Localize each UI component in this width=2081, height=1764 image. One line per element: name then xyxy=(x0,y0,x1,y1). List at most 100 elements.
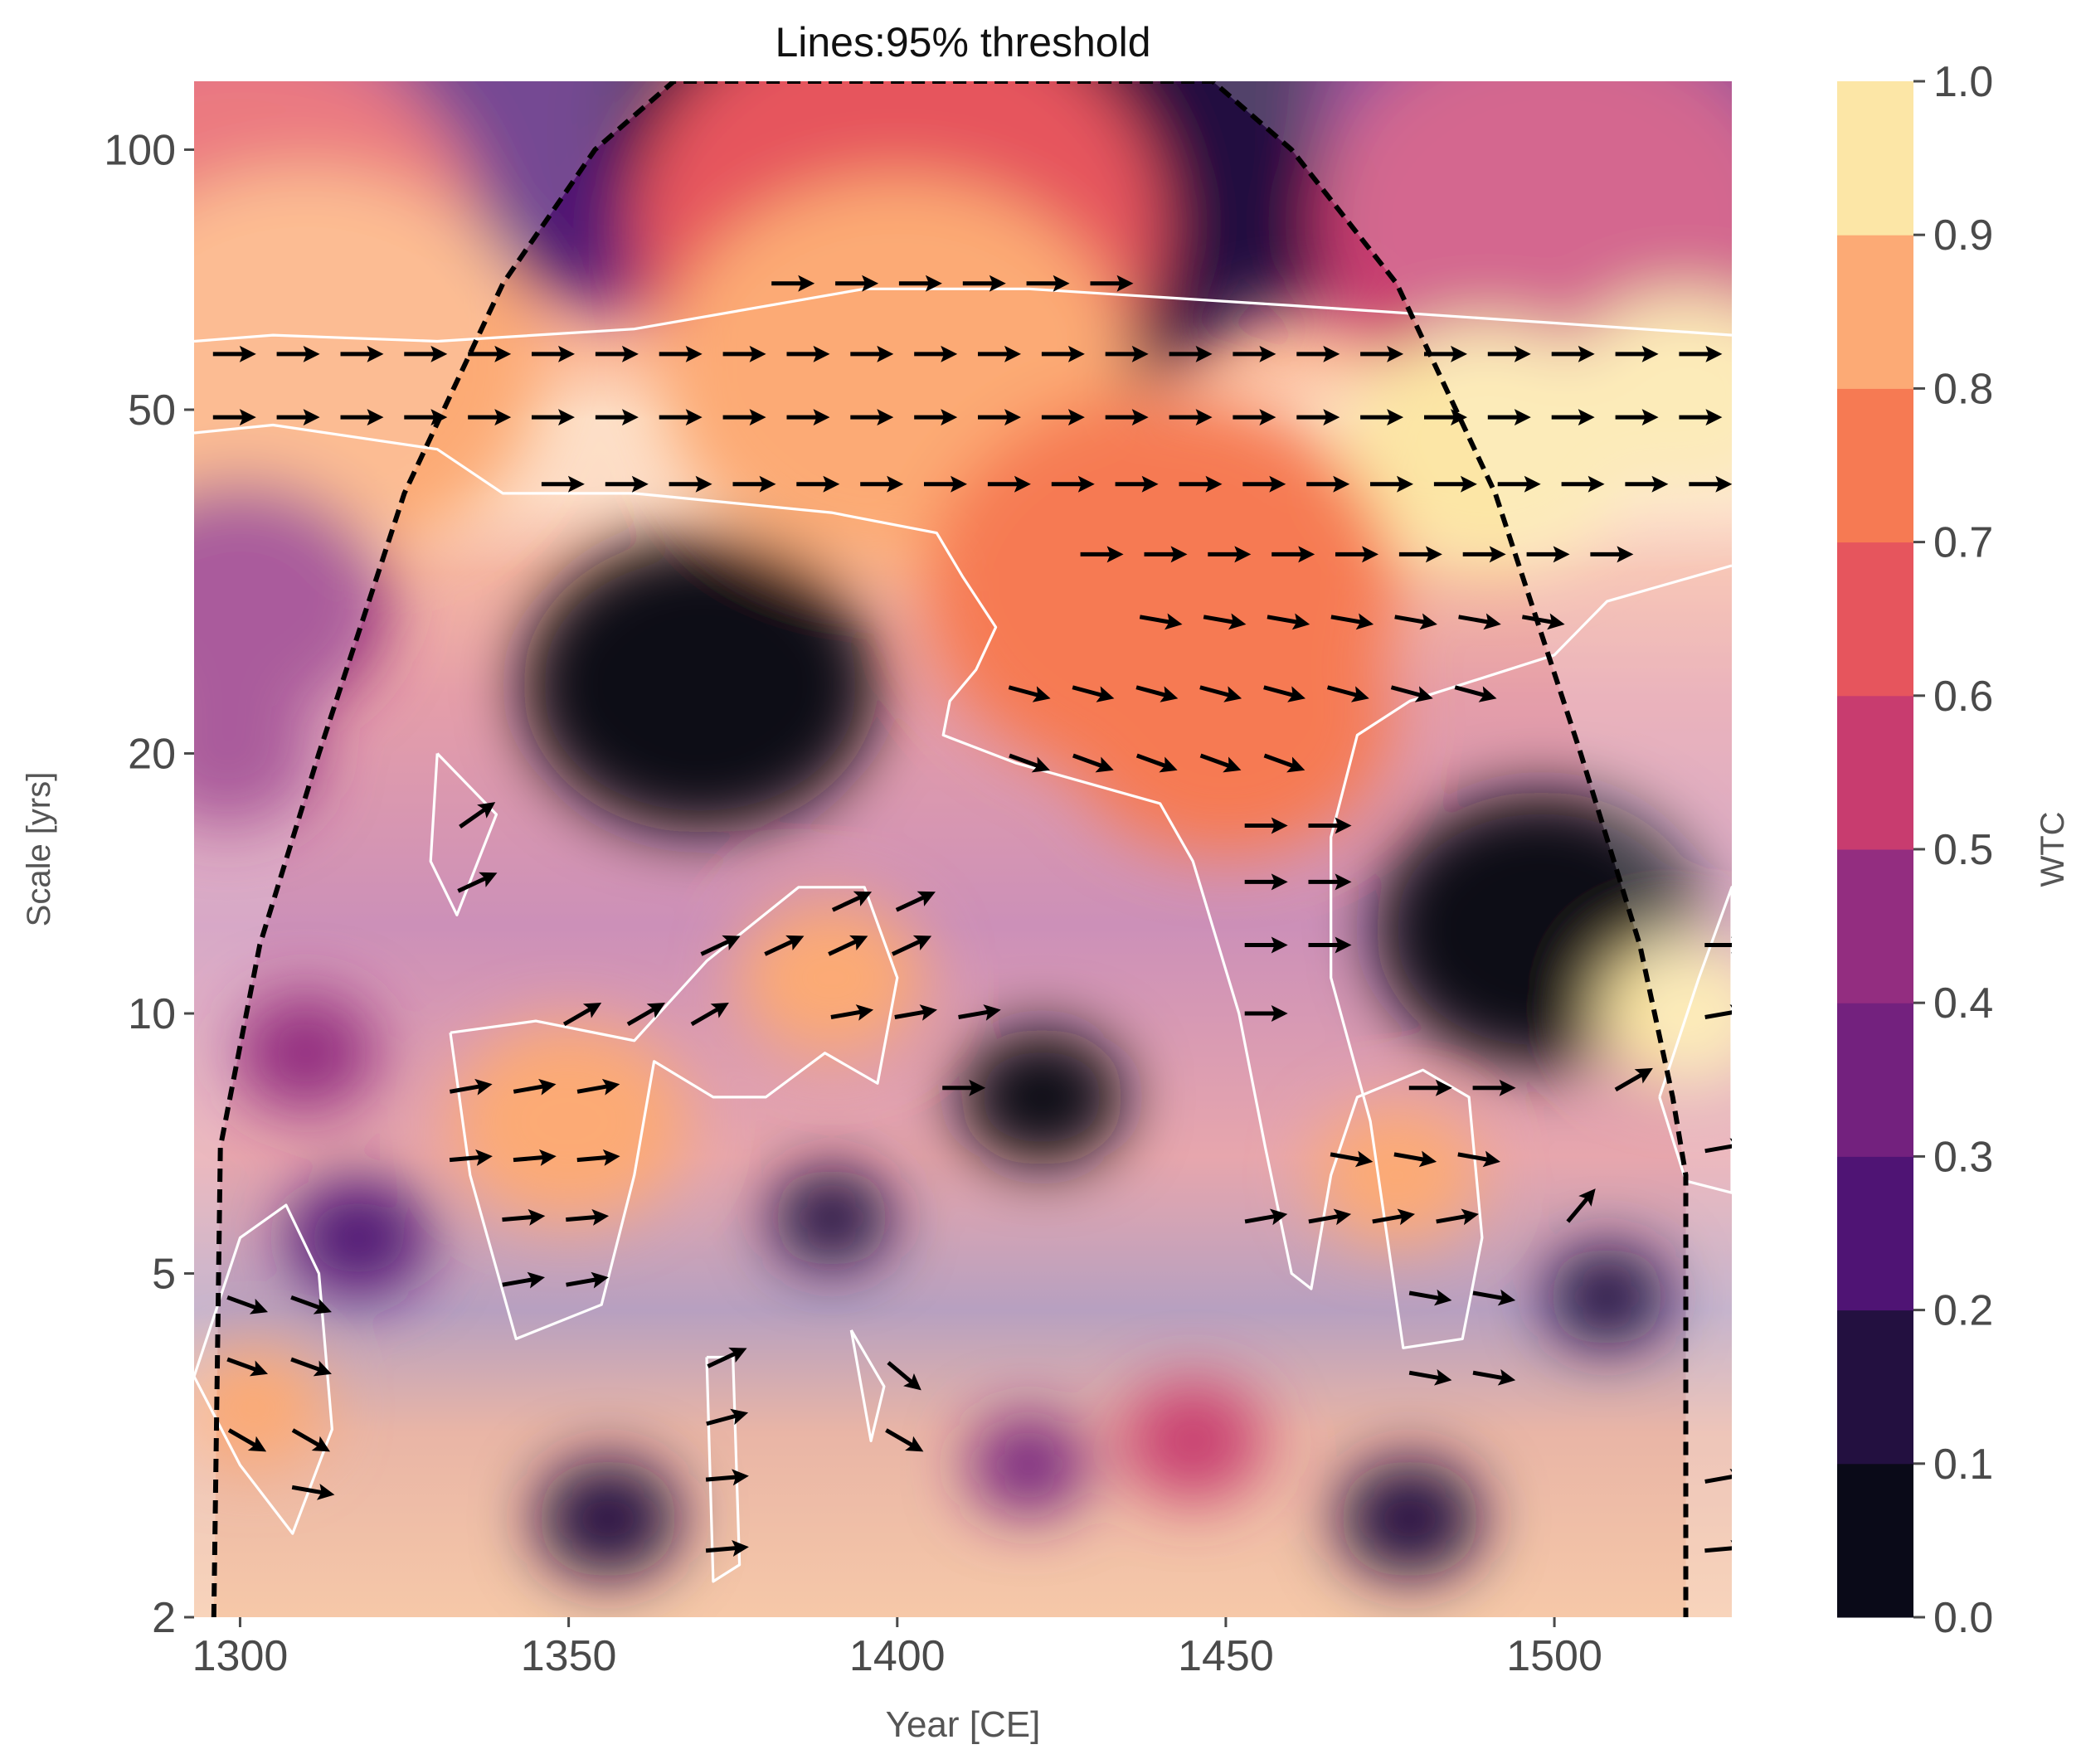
phase-arrow xyxy=(1679,345,1723,362)
phase-arrow xyxy=(457,872,498,893)
phase-arrow xyxy=(707,1347,747,1368)
phase-arrow xyxy=(276,345,320,362)
phase-arrow xyxy=(227,1428,267,1452)
phase-arrow xyxy=(1115,475,1159,493)
colorbar-segment xyxy=(1837,1003,1913,1157)
phase-arrow xyxy=(212,409,256,426)
phase-arrow xyxy=(566,1208,610,1226)
phase-arrow xyxy=(1335,546,1378,563)
phase-arrow xyxy=(513,1149,557,1166)
coherence-region-12 xyxy=(1340,326,1637,573)
phase-arrow xyxy=(1041,345,1085,362)
coherence-region-24 xyxy=(235,994,377,1112)
significance-contour-2 xyxy=(429,752,498,916)
x-tick-label: 1400 xyxy=(849,1632,946,1680)
phase-arrow xyxy=(1041,409,1085,426)
phase-arrow xyxy=(1398,546,1442,563)
phase-arrow xyxy=(1408,1289,1452,1306)
phase-arrow xyxy=(1169,409,1213,426)
phase-arrow xyxy=(1105,345,1149,362)
significance-contour-7 xyxy=(849,1329,886,1442)
phase-arrow xyxy=(722,345,766,362)
phase-arrow xyxy=(1614,1067,1653,1092)
phase-arrow xyxy=(1072,685,1115,702)
phase-arrow xyxy=(566,1271,609,1289)
phase-arrow xyxy=(1487,345,1531,362)
phase-arrow xyxy=(1615,409,1659,426)
phase-arrow xyxy=(1454,685,1497,702)
colorbar-segment xyxy=(1837,695,1913,850)
phase-arrow xyxy=(1370,475,1413,493)
colorbar-tick-label: 0.5 xyxy=(1933,826,1993,874)
y-tick-label: 10 xyxy=(128,990,176,1038)
phase-arrow xyxy=(340,409,384,426)
phase-arrow xyxy=(771,275,815,292)
phase-arrow xyxy=(1105,409,1149,426)
colorbar-segment xyxy=(1837,849,1913,1003)
phase-arrow xyxy=(1009,753,1050,773)
phase-arrow xyxy=(1408,1368,1452,1386)
phase-arrow xyxy=(1179,475,1223,493)
phase-arrow xyxy=(212,345,256,362)
phase-arrow xyxy=(1296,345,1340,362)
colorbar-tick-label: 0.0 xyxy=(1933,1594,1993,1642)
phase-arrow xyxy=(1199,685,1242,702)
phase-arrow xyxy=(605,475,649,493)
coherence-region-29 xyxy=(1339,1460,1481,1578)
phase-arrow xyxy=(1551,345,1595,362)
phase-arrow xyxy=(1233,409,1276,426)
phase-arrow xyxy=(449,1078,493,1096)
phase-arrow xyxy=(1615,345,1659,362)
phase-arrow xyxy=(1679,409,1723,426)
phase-arrow xyxy=(1462,546,1506,563)
phase-arrow xyxy=(1521,613,1565,630)
colorbar-segment xyxy=(1837,542,1913,697)
coherence-region-10 xyxy=(194,170,542,565)
phase-arrow xyxy=(796,475,840,493)
phase-arrow xyxy=(1360,345,1404,362)
phase-arrow xyxy=(1424,409,1467,426)
phase-arrow xyxy=(898,275,942,292)
phase-arrow xyxy=(1135,685,1179,702)
colorbar-segment xyxy=(1837,81,1913,236)
chart-title: Lines:95% threshold xyxy=(775,19,1150,66)
colorbar-segment xyxy=(1837,1463,1913,1618)
phase-arrow xyxy=(1487,409,1531,426)
colorbar-segment xyxy=(1837,235,1913,389)
coherence-region-18 xyxy=(1060,579,1392,856)
phase-arrow xyxy=(1408,1079,1452,1096)
phase-arrow xyxy=(576,1078,620,1096)
phase-arrow xyxy=(705,1540,749,1557)
colorbar-tick-label: 0.3 xyxy=(1933,1133,1993,1181)
phase-arrow xyxy=(1326,685,1369,702)
phase-arrow xyxy=(860,475,904,493)
significance-contour-1 xyxy=(194,423,1732,1349)
coherence-field xyxy=(194,81,1732,1578)
coherence-region-33 xyxy=(1121,1382,1264,1500)
phase-arrow xyxy=(1072,753,1114,773)
phase-arrow xyxy=(914,345,958,362)
phase-arrow xyxy=(468,345,512,362)
coherence-region-27 xyxy=(537,1460,679,1578)
phase-arrow xyxy=(786,345,830,362)
colorbar-tick-label: 1.0 xyxy=(1933,58,1993,106)
x-tick-label: 1350 xyxy=(521,1632,617,1680)
phase-arrow xyxy=(669,475,712,493)
y-tick-label: 5 xyxy=(152,1251,176,1299)
phase-arrow xyxy=(1203,613,1247,630)
phase-arrow xyxy=(690,1003,729,1027)
colorbar-segment xyxy=(1837,388,1913,543)
phase-arrow xyxy=(786,409,830,426)
colorbar: 0.0 0.1 0.2 0.3 0.4 0.5 0.6 0.7 0.8 0.9 1.0 xyxy=(1837,58,1993,1642)
x-tick-label: 1300 xyxy=(192,1632,289,1680)
phase-arrow xyxy=(226,1295,269,1314)
phase-arrow xyxy=(1135,753,1178,773)
phase-arrow xyxy=(722,409,766,426)
cone-of-influence-line xyxy=(211,81,1689,1617)
phase-arrow xyxy=(290,1295,332,1314)
coherence-region-23 xyxy=(1314,1106,1480,1245)
phase-arrow xyxy=(562,1003,602,1027)
phase-arrow xyxy=(1360,409,1404,426)
y-tick-label: 50 xyxy=(128,386,176,435)
